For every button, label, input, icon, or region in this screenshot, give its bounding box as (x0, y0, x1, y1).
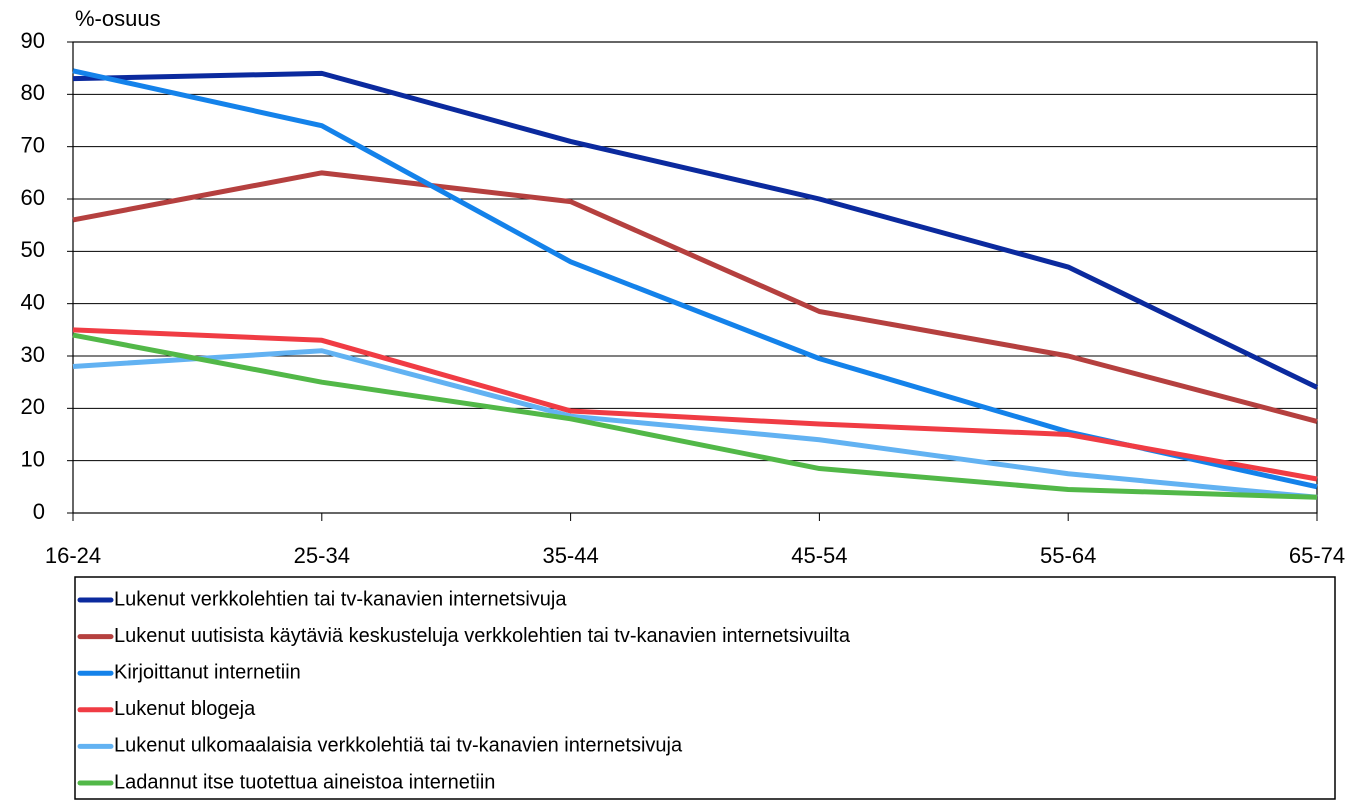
legend-box (74, 576, 1336, 800)
x-tick-label: 25-34 (294, 543, 350, 568)
series-line (72, 332, 1318, 500)
legend-label: Lukenut ulkomaalaisia verkkolehtiä tai t… (114, 735, 683, 757)
y-tick-label: 30 (21, 342, 45, 367)
y-tick-label: 70 (21, 132, 45, 157)
y-tick-label: 50 (21, 237, 45, 262)
x-tick-label: 35-44 (542, 543, 598, 568)
y-axis-label: %-osuus (75, 6, 161, 31)
y-tick-label: 80 (21, 80, 45, 105)
y-tick-label: 0 (33, 499, 45, 524)
x-tick-label: 55-64 (1040, 543, 1096, 568)
legend-label: Ladannut itse tuotettua aineistoa intern… (114, 771, 495, 793)
series-line (72, 348, 1318, 500)
legend-label: Lukenut verkkolehtien tai tv-kanavien in… (114, 588, 567, 610)
series-line (72, 70, 1319, 390)
legend-label: Lukenut uutisista käytäviä keskusteluja … (114, 625, 851, 647)
y-tick-label: 40 (21, 289, 45, 314)
plot-border (72, 41, 1318, 514)
x-tick-label: 65-74 (1289, 543, 1345, 568)
series-line (72, 327, 1318, 482)
x-tick-label: 45-54 (791, 543, 847, 568)
x-tick-label: 16-24 (45, 543, 101, 568)
y-tick-label: 20 (21, 394, 45, 419)
series-line (72, 68, 1318, 490)
y-tick-label: 90 (21, 28, 45, 53)
y-tick-label: 10 (21, 446, 45, 471)
legend-label: Lukenut blogeja (114, 698, 256, 720)
y-tick-label: 60 (21, 185, 45, 210)
legend-label: Kirjoittanut internetiin (114, 661, 301, 683)
series-line (72, 170, 1318, 424)
